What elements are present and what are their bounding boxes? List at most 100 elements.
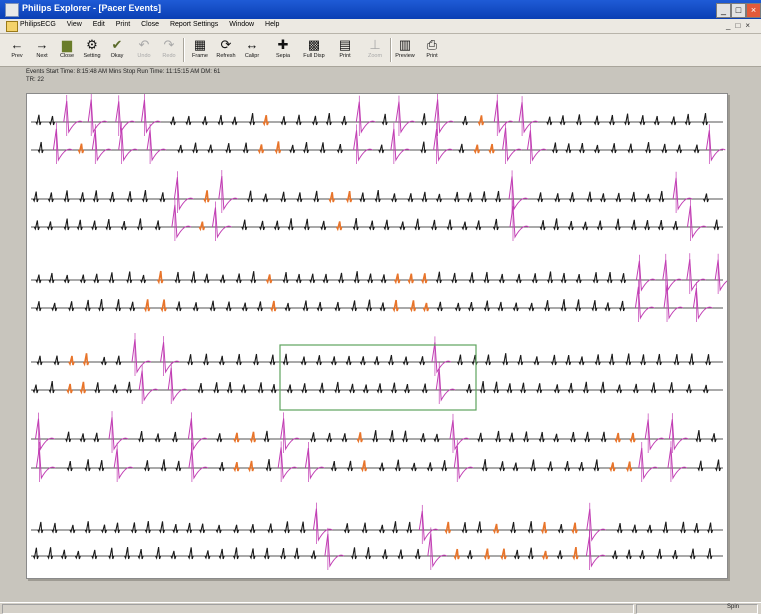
ecg-normal-beat — [578, 356, 585, 366]
setting-button[interactable]: ⚙ Setting — [81, 35, 103, 65]
full-display-button[interactable]: ▩ Full Disp — [303, 35, 325, 65]
ecg-paced-beat — [541, 550, 549, 561]
ecg-paced-beat — [421, 273, 428, 285]
ecg-normal-beat — [213, 382, 220, 394]
ecg-ectopic-beat — [714, 259, 727, 292]
ecg-normal-beat — [199, 523, 206, 534]
okay-button[interactable]: ✔ Okay — [106, 35, 128, 65]
ecg-normal-beat — [394, 459, 401, 472]
maximize-button[interactable]: □ — [731, 3, 746, 18]
ecg-normal-beat — [172, 523, 179, 534]
ecg-ectopic-beat — [686, 259, 707, 292]
preview-button[interactable]: ▥ Preview — [394, 35, 416, 65]
menu-philipsecg[interactable]: PhilipsECG — [20, 21, 56, 28]
ecg-normal-beat — [192, 302, 199, 312]
ecg-normal-beat — [259, 220, 266, 231]
ecg-normal-beat — [267, 523, 274, 534]
prev-button[interactable]: ← Prev — [6, 35, 28, 65]
ecg-normal-beat — [169, 116, 176, 126]
ecg-ectopic-beat — [167, 367, 188, 402]
ecg-normal-beat — [702, 113, 709, 126]
ecg-normal-beat — [689, 548, 696, 560]
ecg-strips[interactable] — [27, 94, 727, 578]
ecg-normal-beat — [645, 193, 652, 203]
ecg-normal-beat — [263, 547, 270, 560]
menu-close[interactable]: Close — [141, 21, 160, 28]
menu-edit[interactable]: Edit — [92, 21, 105, 28]
ecg-ectopic-beat — [663, 285, 684, 320]
menu-view[interactable]: View — [66, 21, 82, 28]
ecg-paced-beat — [473, 144, 481, 155]
ecg-normal-beat — [653, 115, 660, 126]
ecg-normal-beat — [289, 144, 296, 154]
sepia-button[interactable]: ✚ Sepia — [272, 35, 294, 65]
print-button[interactable]: ⎙ Print — [421, 35, 443, 65]
ecg-normal-beat — [557, 523, 564, 534]
close-button[interactable]: ▆ Close — [56, 35, 78, 65]
ecg-normal-beat — [365, 547, 372, 560]
ecg-ectopic-beat — [668, 419, 689, 451]
ecg-normal-beat — [241, 302, 248, 312]
ecg-normal-beat — [309, 273, 316, 284]
ecg-normal-beat — [47, 221, 54, 231]
next-button[interactable]: → Next — [31, 35, 53, 65]
ecg-normal-beat — [109, 191, 116, 203]
ecg-normal-beat — [441, 460, 448, 472]
ecg-normal-beat — [420, 141, 427, 154]
menu-help[interactable]: Help — [265, 21, 280, 28]
ecg-normal-beat — [318, 382, 325, 394]
ecg-normal-beat — [170, 550, 177, 560]
ecg-normal-beat — [376, 383, 383, 394]
ecg-normal-beat — [36, 355, 43, 366]
ecg-normal-beat — [658, 190, 665, 203]
ecg-normal-beat — [388, 430, 395, 443]
ecg-ectopic-beat — [502, 127, 522, 162]
close-window-button[interactable]: × — [746, 3, 761, 18]
ecg-strip-page[interactable] — [26, 93, 728, 579]
ecg-normal-beat — [341, 433, 348, 443]
ecg-ectopic-beat — [118, 128, 138, 162]
minimize-button[interactable]: _ — [716, 3, 731, 18]
ecg-normal-beat — [421, 191, 428, 203]
ecg-paced-beat — [157, 270, 164, 285]
frame-button[interactable]: ▦ Frame — [189, 35, 211, 65]
ecg-normal-beat — [461, 115, 468, 126]
ecg-paced-beat — [257, 144, 265, 155]
redo-label: Redo — [162, 53, 176, 59]
ecg-normal-beat — [688, 353, 695, 366]
ecg-normal-beat — [407, 193, 414, 203]
ecg-normal-beat — [68, 301, 75, 312]
ecg-normal-beat — [381, 549, 388, 560]
undo-button[interactable]: ↶ Undo — [133, 35, 155, 65]
ecg-normal-beat — [137, 548, 144, 560]
mdi-window-controls[interactable]: _□× — [726, 21, 755, 30]
menu-window[interactable]: Window — [229, 21, 255, 28]
refresh-button[interactable]: ⟳ Refresh — [215, 35, 237, 65]
ecg-normal-beat — [160, 459, 167, 472]
ecg-normal-beat — [171, 431, 178, 443]
ecg-normal-beat — [240, 384, 247, 394]
layout-button[interactable]: ▤ Print — [334, 35, 356, 65]
menu-print[interactable]: Print — [115, 21, 131, 28]
ecg-normal-beat — [190, 271, 197, 284]
ecg-normal-beat — [586, 191, 593, 203]
ecg-normal-beat — [468, 301, 475, 312]
ecg-normal-beat — [615, 192, 622, 203]
ecg-ectopic-beat — [395, 101, 416, 134]
menu-report-settings[interactable]: Report Settings — [169, 21, 219, 28]
ecg-normal-beat — [553, 384, 560, 394]
ecg-normal-beat — [352, 218, 359, 231]
ecg-normal-beat — [378, 144, 385, 154]
ecg-paced-beat — [572, 546, 579, 561]
ecg-normal-beat — [599, 381, 606, 394]
ecg-normal-beat — [625, 353, 632, 366]
ecg-normal-beat — [63, 274, 70, 284]
ecg-normal-beat — [522, 431, 530, 443]
ecg-normal-beat — [192, 142, 199, 154]
zoom-button[interactable]: ⊥ Zoom — [364, 35, 386, 65]
ecg-normal-beat — [326, 432, 333, 443]
caliper-button[interactable]: ↔ Calipr — [241, 35, 263, 65]
ecg-normal-beat — [693, 523, 700, 534]
selection-box[interactable] — [279, 344, 477, 411]
redo-button[interactable]: ↷ Redo — [158, 35, 180, 65]
